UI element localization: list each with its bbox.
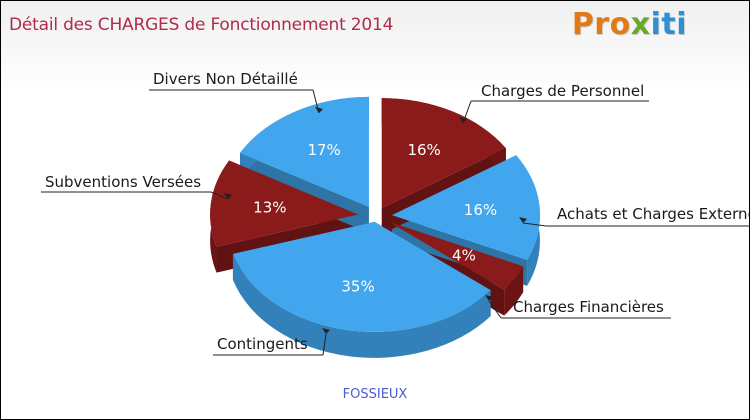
chart-title: Détail des CHARGES de Fonctionnement 201… [9,15,394,35]
slice-category-label: Achats et Charges Externes [557,205,749,223]
chart-subtitle: FOSSIEUX [342,387,408,402]
slice-callout: Divers Non Détaillé [149,70,323,114]
leader-arrow [315,107,323,113]
slice-percent-label: 13% [253,198,286,216]
leader-arrow [459,117,467,123]
pie-slice-side [504,266,524,316]
slice-percent-label: 16% [464,201,497,219]
slice-callout: Achats et Charges Externes [519,205,749,227]
pie-slice-2 [391,155,540,260]
pie-slice-5 [210,160,359,247]
slice-callout: Charges Financières [485,295,671,319]
leader-pointer [522,222,547,227]
slice-category-label: Subventions Versées [45,173,201,191]
leader-pointer [488,300,502,319]
pie-slice-4 [232,221,491,332]
leader-arrow [485,295,493,301]
slice-callout: Subventions Versées [41,173,232,200]
slice-category-label: Divers Non Détaillé [153,70,298,88]
leader-arrow [519,217,527,223]
leader-arrow [224,193,232,199]
proxiti-logo[interactable]: Proxiti [571,7,687,42]
slice-callout: Contingents [213,328,330,356]
slice-callout: Charges de Personnel [459,82,649,124]
pie-slice-6 [240,96,369,207]
pie-slice-1 [381,98,506,209]
slice-percent-label: 4% [452,247,476,265]
slice-percent-label: 16% [407,141,440,159]
leader-pointer [322,333,327,356]
leader-arrow [322,328,330,334]
leader-pointer [210,191,229,200]
slice-category-label: Contingents [217,335,308,353]
slice-percent-label: 35% [341,278,374,296]
slice-category-label: Charges Financières [513,298,664,316]
pie-slice-side [232,253,491,358]
pie-slice-3 [387,221,524,290]
slice-category-label: Charges de Personnel [481,82,644,100]
slice-percent-label: 17% [307,141,340,159]
